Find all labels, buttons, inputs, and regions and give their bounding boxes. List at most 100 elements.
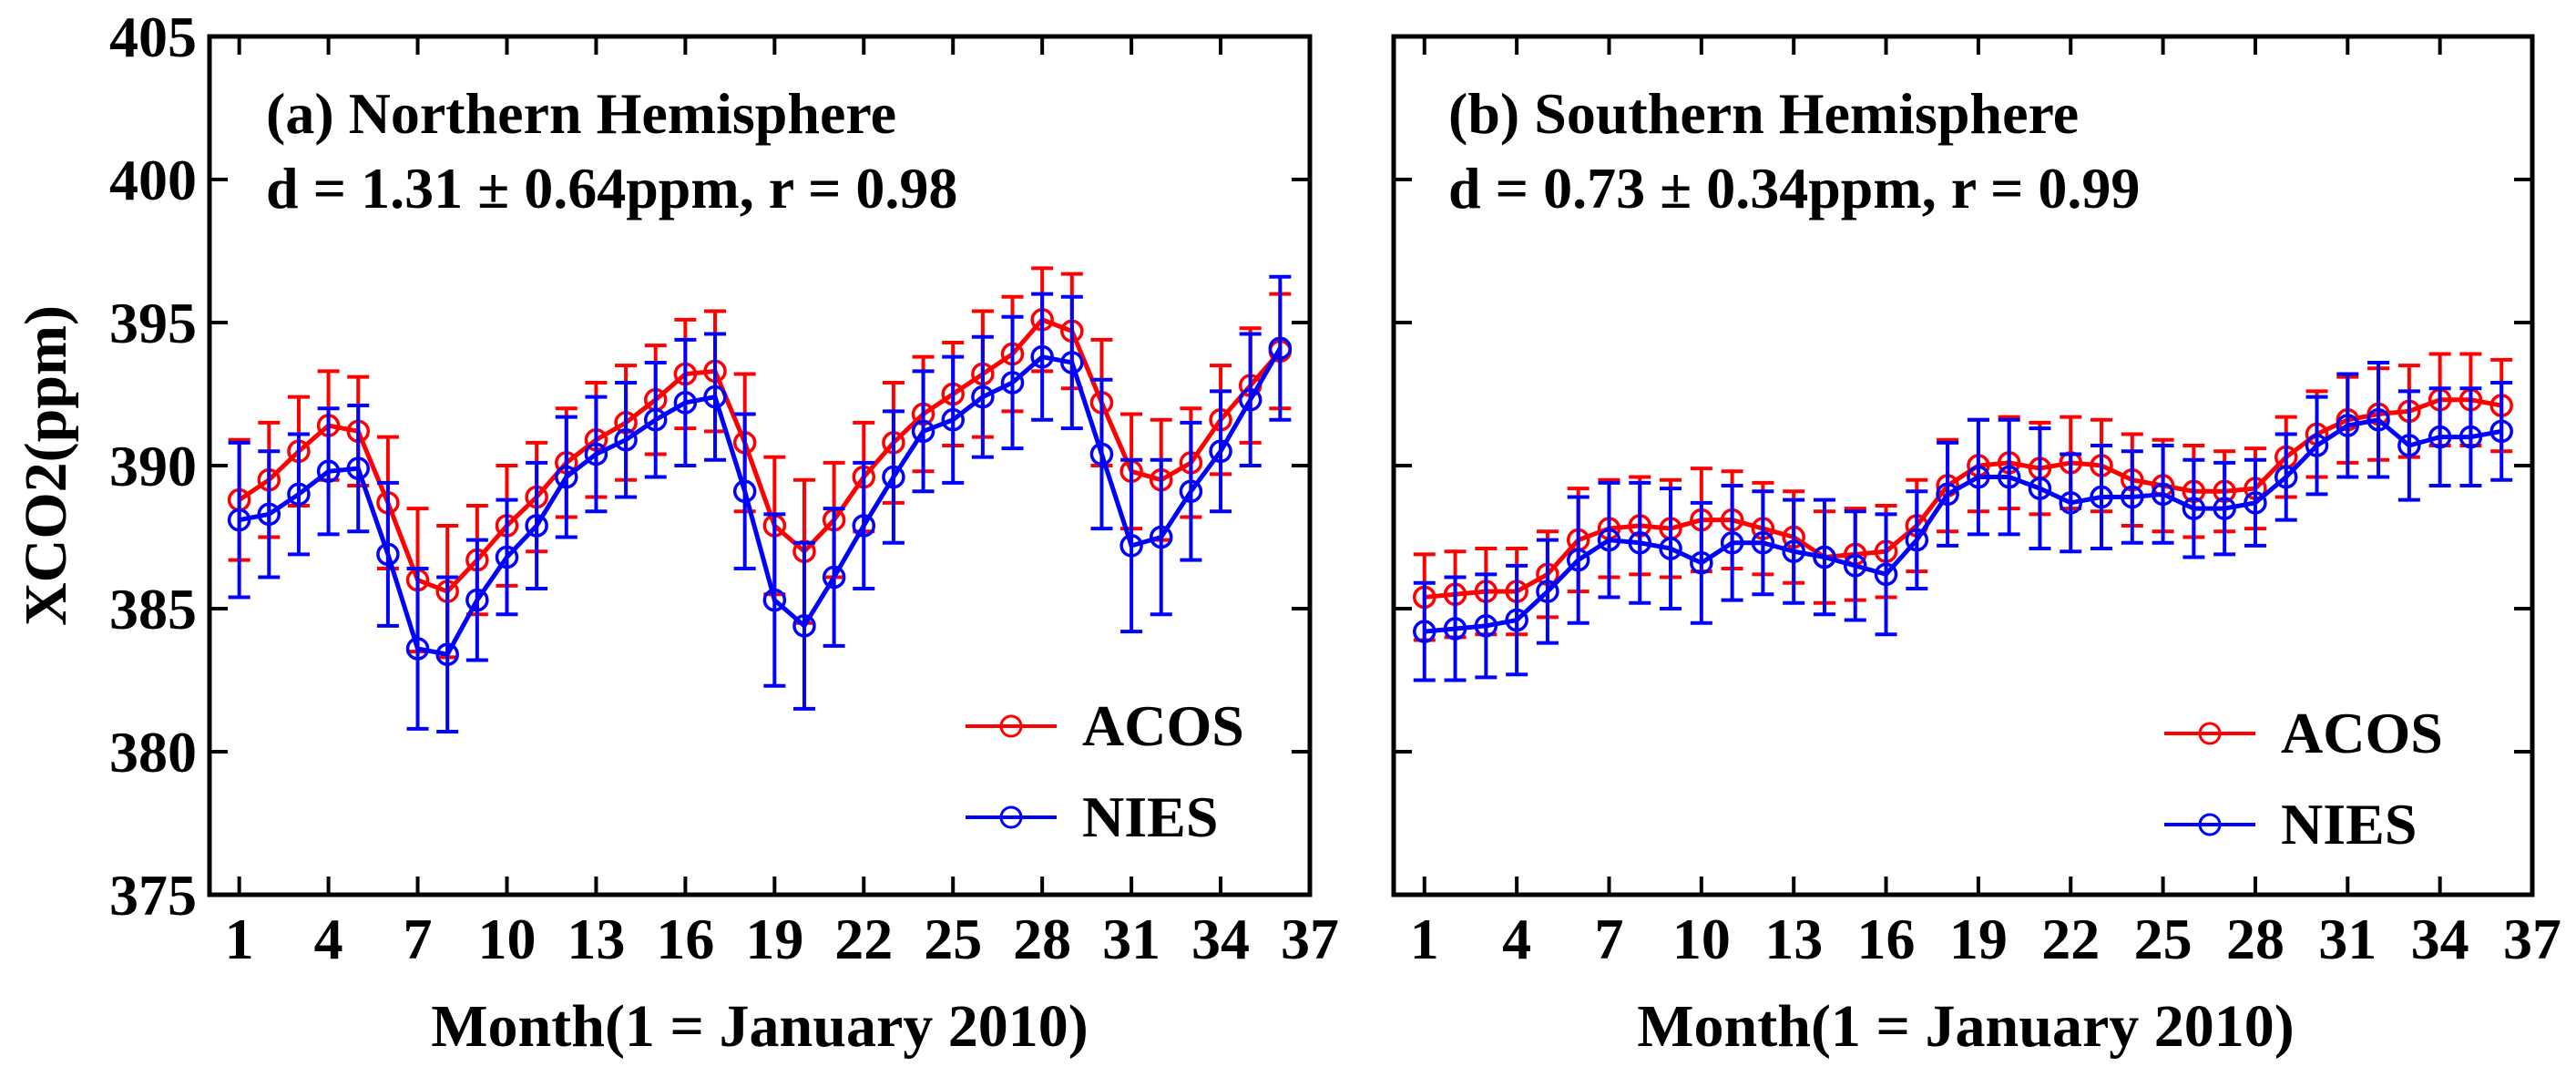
panel-a-ytick-label: 390 [109,434,197,498]
legend-a-acos-marker [999,714,1023,738]
legend-b-nies-label: NIES [2281,792,2417,856]
panel-b-nies-point [2397,434,2421,457]
panel-a-xtick-label: 37 [1281,907,1339,971]
panel-a-series-nies [227,274,1293,734]
panel-b-xtick-label: 19 [1949,907,2008,971]
panel-a-nies-point [614,427,638,452]
panel-b-nies-point [1844,554,1867,578]
panel-b-title: (b) Southern Hemisphere [1448,81,2079,146]
panel-a-ytick-label: 380 [109,720,197,784]
panel-b-marks [1413,352,2513,682]
legend-b-nies-marker [2198,813,2222,836]
panel-a-nies-point [1150,525,1173,549]
panel-b-nies-point [2366,408,2390,432]
panel-b-nies-point [1536,579,1559,603]
panel-a-ytick-label: 385 [109,577,197,641]
panel-a-ytick-label: 400 [109,148,197,212]
panel-a-nies-point [555,465,578,489]
panel-a-xtick-label: 22 [834,907,893,971]
panel-b-xtick-label: 28 [2226,907,2285,971]
panel-b-nies-point [2090,485,2113,509]
panel-a-xtick-label: 10 [477,907,536,971]
legend-a-nies-label: NIES [1082,784,1218,849]
panel-a-nies-point [1238,388,1262,412]
panel-b-nies-point [1997,465,2021,489]
panel-a-nies-errorbar [228,440,250,600]
panel-a-nies-point [673,391,698,415]
panel-b-nies-point [2428,425,2452,449]
panel-a-nies-point [405,637,430,661]
panel-a-nies-line [239,347,1283,658]
panel-b-xtick-label: 16 [1857,907,1916,971]
panel-a-nies-point [584,442,608,467]
panel-b-xtick-label: 37 [2503,907,2561,971]
panel-b-stats: d = 0.73 ± 0.34ppm, r = 0.99 [1448,156,2140,220]
panel-a-nies-point [792,614,816,638]
panel-a-nies-point [495,545,519,569]
panel-a-nies-point [882,465,905,489]
panel-b-nies-point [2244,491,2267,515]
legend-a-acos-label: ACOS [1082,693,1244,758]
panel-b-nies-point [2305,434,2329,457]
panel-a-nies-point [435,642,459,666]
panel-b-nies-point [1690,551,1713,575]
panel-b-nies-point [1967,465,1990,489]
panel-b-nies-point [1505,608,1528,632]
panel-b-ticks: 1 4 7 10 13 16 19 22 25 28 31 34 37 [1394,35,2561,971]
panel-b-nies-point [2028,477,2052,500]
panel-a-ytick-label: 395 [109,291,197,355]
panel-b-nies-point [1782,539,1805,563]
panel-b-xtick-label: 22 [2041,907,2100,971]
panel-b-nies-point [2458,425,2483,449]
panel-b-xtick-label: 10 [1672,907,1731,971]
panel-b-nies-point [1566,548,1590,572]
panel-a-nies-point [1119,534,1143,558]
panel-b-nies-point [1659,537,1682,560]
panel-a-stats: d = 1.31 ± 0.64ppm, r = 0.98 [266,156,957,220]
panel-a-xtick-label: 34 [1191,907,1250,971]
panel-b-xtick-label: 1 [1410,907,1439,971]
panel-a-nies-point [1000,371,1025,395]
panel-a-nies-point [346,456,370,480]
panel-a-nies-point [257,502,281,527]
panel-a-ytick-label: 405 [109,5,197,69]
panel-a-nies-point [316,459,341,484]
panel-b-nies-point [2121,485,2144,509]
panel-a-nies-point [287,482,311,507]
panel-b-nies-point [1413,620,1436,643]
panel-b-nies-point [1874,562,1898,587]
panel-b: 1 4 7 10 13 16 19 22 25 28 31 34 37 (b) Southern Hem… [1391,34,2561,1060]
panel-a-title: (a) Northern Hemisphere [266,81,896,146]
panel-b-xtick-label: 13 [1764,907,1823,971]
panel-b-nies-point [1813,545,1836,569]
panel-a-nies-point [643,408,668,432]
panel-a-xtick-label: 19 [745,907,803,971]
panel-b-nies-point [2059,491,2082,515]
panel-b-nies-point [2213,497,2236,520]
panel-a-ytick-label: 375 [109,863,197,928]
panel-b-xtick-label: 25 [2134,907,2193,971]
panel-b-nies-point [1720,531,1744,555]
panel-a: 375 380 385 390 395 400 405 1 4 7 10 13 16 19 22 25 28 31… [13,5,1339,1060]
panel-b-nies-line [1424,417,2502,634]
panel-a-legend: ACOS NIES [966,693,1244,849]
panel-a-marks [227,266,1293,734]
panel-a-nies-point [227,508,251,532]
panel-b-nies-point [1936,482,1959,507]
panel-a-nies-point [703,385,727,409]
panel-b-legend: ACOS NIES [2164,701,2443,856]
legend-b-acos-marker [2198,722,2222,745]
panel-b-xtick-label: 31 [2318,907,2377,971]
panel-a-nies-point [525,514,548,538]
panel-a-nies-point [376,542,400,567]
panel-b-nies-point [1628,531,1652,555]
panel-a-xtick-label: 4 [314,907,343,971]
legend-a-nies-marker [999,805,1023,829]
panel-a-nies-point [1268,336,1293,361]
panel-a-nies-point [941,408,965,432]
panel-a-xlabel: Month(1 = January 2010) [431,993,1088,1060]
panel-b-nies-point [1905,528,1929,552]
panel-b-nies-point [1751,531,1775,555]
panel-b-xtick-label: 4 [1502,907,1531,971]
